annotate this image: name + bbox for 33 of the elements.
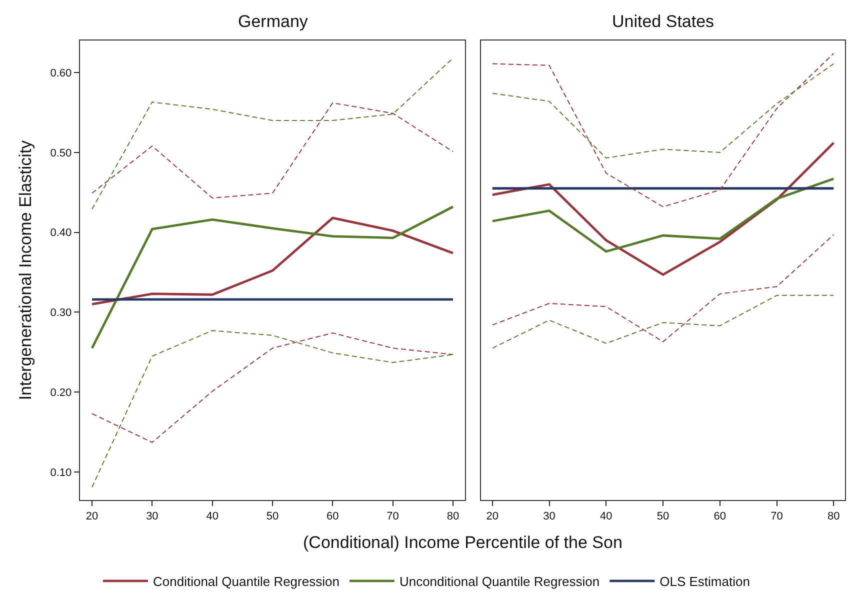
- x-tick-label: 50: [266, 510, 279, 522]
- x-tick-label: 30: [543, 510, 556, 522]
- x-tick-label: 60: [326, 510, 339, 522]
- x-tick-label: 30: [146, 510, 158, 522]
- x-tick-label: 20: [86, 510, 98, 522]
- x-tick-label: 70: [770, 510, 783, 522]
- x-tick-label: 20: [486, 510, 499, 522]
- line-series: [92, 330, 454, 488]
- y-tick-label: 0.60: [50, 67, 72, 80]
- line-series: [90, 206, 454, 350]
- chart-title: Germany: [238, 12, 308, 31]
- line-series: [92, 332, 454, 443]
- legend-label: OLS Estimation: [660, 574, 750, 590]
- x-tick-label: 60: [714, 510, 726, 522]
- x-tick-label: 80: [446, 510, 460, 522]
- y-tick-label: 0.20: [50, 386, 72, 399]
- line-series: [92, 58, 454, 210]
- chart-title: United States: [612, 12, 714, 31]
- line-series: [90, 216, 454, 306]
- legend-label: Conditional Quantile Regression: [153, 574, 340, 590]
- x-axis-title: (Conditional) Income Percentile of the Son: [303, 533, 622, 552]
- x-tick-label: 70: [386, 510, 399, 522]
- y-tick-label: 0.30: [50, 307, 72, 320]
- x-tick-label: 40: [206, 510, 218, 522]
- line-series: [92, 102, 454, 198]
- x-tick-label: 50: [656, 510, 670, 522]
- y-tick-label: 0.10: [50, 466, 72, 479]
- y-tick-label: 0.40: [50, 227, 72, 240]
- x-tick-label: 40: [600, 510, 612, 522]
- y-axis-title: Intergenerational Income Elasticity: [16, 140, 35, 400]
- y-tick-label: 0.50: [50, 147, 72, 160]
- legend-label: Unconditional Quantile Regression: [399, 574, 600, 590]
- x-tick-label: 80: [828, 510, 840, 522]
